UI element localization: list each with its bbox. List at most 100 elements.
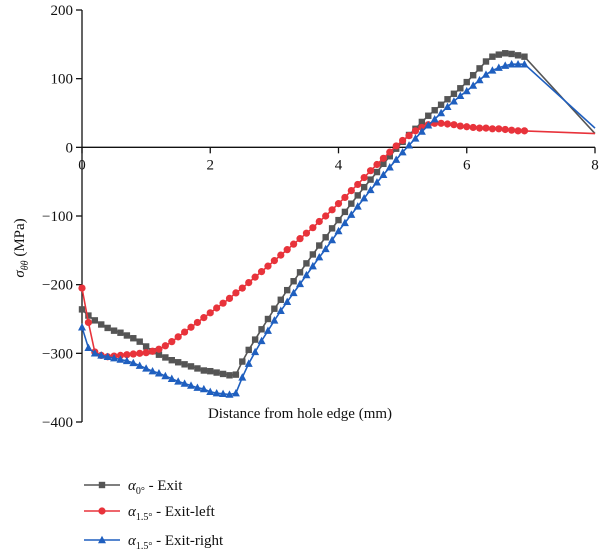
legend-marker <box>98 535 106 544</box>
data-point <box>392 155 401 163</box>
data-point <box>302 270 311 279</box>
data-point <box>494 63 503 71</box>
data-point <box>366 167 375 175</box>
data-point <box>360 183 368 191</box>
data-point <box>187 363 195 370</box>
data-point <box>303 260 310 267</box>
data-point <box>129 358 138 367</box>
data-point <box>488 125 496 133</box>
data-point <box>193 318 202 327</box>
data-point <box>482 58 490 65</box>
data-point <box>245 279 253 287</box>
data-point <box>334 200 343 208</box>
data-point <box>277 251 285 259</box>
data-point <box>469 81 478 89</box>
data-point <box>290 278 297 285</box>
data-point <box>431 107 438 114</box>
data-point <box>501 125 509 134</box>
data-point <box>219 370 227 378</box>
y-tick-label: −400 <box>42 415 73 431</box>
data-point <box>367 176 374 183</box>
data-point <box>174 333 182 341</box>
data-point <box>154 369 163 377</box>
legend-subscript: 1.5° <box>136 541 153 552</box>
data-point <box>489 53 496 60</box>
data-point <box>187 323 195 331</box>
y-axis-label-unit: (MPa) <box>12 218 28 260</box>
data-point <box>270 316 279 324</box>
data-point <box>212 388 221 397</box>
data-point <box>97 351 106 359</box>
data-point <box>424 121 433 129</box>
data-point <box>463 78 470 86</box>
data-point <box>283 246 291 254</box>
data-point <box>290 240 298 248</box>
legend-label: α1.5° - Exit-right <box>128 533 224 552</box>
data-point <box>366 185 375 194</box>
data-point <box>239 358 246 365</box>
data-point <box>245 346 252 354</box>
data-point <box>450 90 458 97</box>
data-point <box>341 193 349 202</box>
data-point <box>219 389 228 398</box>
data-point <box>462 86 471 95</box>
data-point <box>103 352 112 360</box>
data-point <box>380 160 387 168</box>
data-point <box>110 327 118 334</box>
data-point <box>284 286 291 294</box>
data-point <box>174 359 182 366</box>
data-point <box>399 136 407 145</box>
data-point <box>296 235 304 243</box>
data-point <box>78 284 86 292</box>
data-point <box>316 242 323 249</box>
data-point <box>495 51 503 58</box>
data-point <box>430 114 439 123</box>
data-point <box>206 309 214 317</box>
data-point <box>289 288 298 297</box>
data-point <box>148 366 157 375</box>
data-point <box>443 120 452 128</box>
data-point <box>482 124 490 132</box>
legend-symbol: α <box>128 478 137 494</box>
data-point <box>142 364 151 372</box>
legend-text: - Exit-right <box>152 533 224 549</box>
data-point <box>309 251 317 258</box>
data-point <box>379 170 388 178</box>
data-point <box>411 127 420 135</box>
data-point <box>264 262 272 270</box>
data-point <box>386 153 393 160</box>
data-point <box>116 355 125 363</box>
data-point <box>117 329 124 336</box>
data-point <box>360 193 369 202</box>
data-point <box>296 279 305 288</box>
legend-marker <box>98 481 106 489</box>
data-point <box>258 326 265 333</box>
y-tick-label: 200 <box>51 3 74 19</box>
data-point <box>354 192 361 199</box>
plot-series <box>78 50 596 398</box>
data-point <box>386 148 394 156</box>
data-point <box>463 123 471 131</box>
data-point <box>398 147 407 156</box>
data-point <box>136 349 144 357</box>
data-point <box>135 361 144 369</box>
data-point <box>232 289 240 297</box>
data-point <box>405 132 413 140</box>
data-point <box>271 305 278 312</box>
data-point <box>130 335 137 342</box>
data-point <box>411 134 420 142</box>
data-point <box>84 343 93 352</box>
data-point <box>449 97 458 105</box>
data-point <box>276 306 285 314</box>
data-point <box>225 294 234 302</box>
legend-symbol: α <box>128 504 137 520</box>
data-point <box>347 210 356 218</box>
data-point <box>161 371 170 380</box>
data-point <box>508 126 516 134</box>
data-point <box>322 234 329 241</box>
data-point <box>437 119 445 127</box>
data-point <box>385 163 394 171</box>
data-point <box>481 70 490 78</box>
